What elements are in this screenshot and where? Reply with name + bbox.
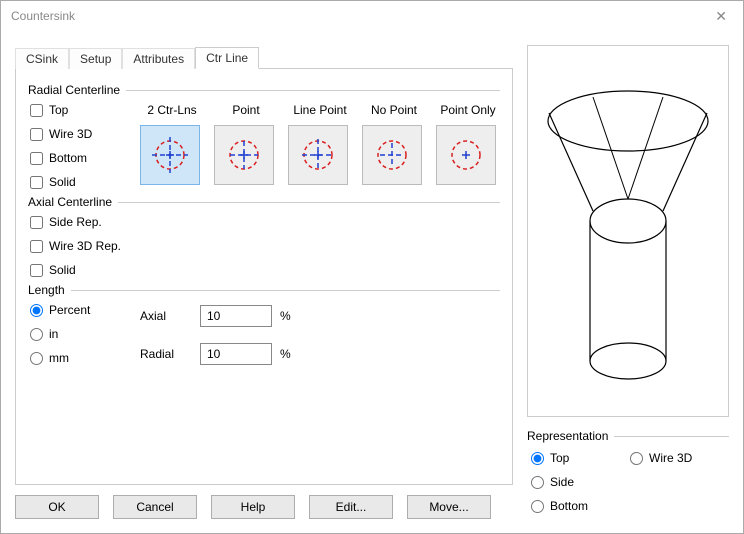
option-point[interactable]: Point bbox=[214, 103, 278, 185]
left-column: CSink Setup Attributes Ctr Line Radial C… bbox=[15, 45, 513, 519]
option-no-point[interactable]: No Point bbox=[362, 103, 426, 185]
radio-inch-label: in bbox=[49, 327, 58, 341]
option-point-only[interactable]: Point Only bbox=[436, 103, 500, 185]
tabstrip: CSink Setup Attributes Ctr Line bbox=[15, 45, 513, 69]
check-wire3d-rep-box[interactable] bbox=[30, 240, 43, 253]
radial-value-input[interactable] bbox=[200, 343, 272, 365]
check-side-rep-box[interactable] bbox=[30, 216, 43, 229]
tab-setup[interactable]: Setup bbox=[69, 48, 122, 69]
axial-value-input[interactable] bbox=[200, 305, 272, 327]
radio-mm[interactable]: mm bbox=[30, 351, 140, 365]
option-2-ctr-lns-label: 2 Ctr-Lns bbox=[140, 103, 204, 119]
option-no-point-label: No Point bbox=[362, 103, 426, 119]
option-line-point[interactable]: Line Point bbox=[288, 103, 352, 185]
axial-group-label: Axial Centerline bbox=[28, 195, 118, 209]
representation-group-label: Representation bbox=[527, 429, 614, 443]
option-2-ctr-lns[interactable]: 2 Ctr-Lns bbox=[140, 103, 204, 185]
radial-unit: % bbox=[280, 347, 291, 361]
group-representation: Representation Top Wire 3D bbox=[527, 425, 729, 513]
radio-percent[interactable]: Percent bbox=[30, 303, 140, 317]
radio-mm-input[interactable] bbox=[30, 352, 43, 365]
radio-rep-wire3d-label: Wire 3D bbox=[649, 451, 692, 465]
tabpage-ctr-line: Radial Centerline Top bbox=[15, 69, 513, 485]
group-radial-centerline: Radial Centerline Top bbox=[28, 83, 500, 189]
countersink-preview-icon bbox=[533, 61, 723, 401]
option-point-label: Point bbox=[214, 103, 278, 119]
tab-csink[interactable]: CSink bbox=[15, 48, 69, 69]
option-2-ctr-lns-icon bbox=[140, 125, 200, 185]
radio-rep-bottom-label: Bottom bbox=[550, 499, 588, 513]
check-solid-radial-label: Solid bbox=[49, 175, 76, 189]
check-top-box[interactable] bbox=[30, 104, 43, 117]
check-wire3d-rep-label: Wire 3D Rep. bbox=[49, 239, 121, 253]
radio-mm-label: mm bbox=[49, 351, 69, 365]
countersink-dialog: Countersink ✕ CSink Setup Attributes Ctr… bbox=[0, 0, 744, 534]
radio-inch[interactable]: in bbox=[30, 327, 140, 341]
radial-options: 2 Ctr-Lns bbox=[140, 103, 500, 185]
cancel-button[interactable]: Cancel bbox=[113, 495, 197, 519]
dialog-buttons: OK Cancel Help Edit... Move... bbox=[15, 495, 513, 519]
radio-rep-bottom[interactable]: Bottom bbox=[531, 499, 630, 513]
radio-rep-wire3d-input[interactable] bbox=[630, 452, 643, 465]
radio-rep-top[interactable]: Top bbox=[531, 451, 630, 465]
option-line-point-icon bbox=[288, 125, 348, 185]
radio-rep-side[interactable]: Side bbox=[531, 475, 630, 489]
axial-unit: % bbox=[280, 309, 291, 323]
check-solid-axial[interactable]: Solid bbox=[30, 263, 500, 277]
help-button[interactable]: Help bbox=[211, 495, 295, 519]
edit-button[interactable]: Edit... bbox=[309, 495, 393, 519]
check-bottom-label: Bottom bbox=[49, 151, 87, 165]
radio-rep-bottom-input[interactable] bbox=[531, 500, 544, 513]
check-wire3d-rep[interactable]: Wire 3D Rep. bbox=[30, 239, 500, 253]
check-wire3d-box[interactable] bbox=[30, 128, 43, 141]
check-solid-radial[interactable]: Solid bbox=[30, 175, 140, 189]
option-point-icon bbox=[214, 125, 274, 185]
option-point-only-icon bbox=[436, 125, 496, 185]
check-side-rep[interactable]: Side Rep. bbox=[30, 215, 500, 229]
radial-group-label: Radial Centerline bbox=[28, 83, 126, 97]
close-icon[interactable]: ✕ bbox=[709, 1, 733, 31]
group-length: Length Percent in bbox=[28, 283, 500, 381]
axial-label: Axial bbox=[140, 309, 200, 323]
radial-label: Radial bbox=[140, 347, 200, 361]
option-line-point-label: Line Point bbox=[288, 103, 352, 119]
check-wire3d-label: Wire 3D bbox=[49, 127, 92, 141]
check-bottom[interactable]: Bottom bbox=[30, 151, 140, 165]
group-axial-centerline: Axial Centerline Side Rep. bbox=[28, 195, 500, 277]
check-top[interactable]: Top bbox=[30, 103, 140, 117]
right-column: Representation Top Wire 3D bbox=[527, 45, 729, 519]
check-wire3d[interactable]: Wire 3D bbox=[30, 127, 140, 141]
check-solid-axial-box[interactable] bbox=[30, 264, 43, 277]
check-solid-axial-label: Solid bbox=[49, 263, 76, 277]
option-point-only-label: Point Only bbox=[436, 103, 500, 119]
client-area: CSink Setup Attributes Ctr Line Radial C… bbox=[1, 31, 743, 533]
check-solid-radial-box[interactable] bbox=[30, 176, 43, 189]
preview-pane bbox=[527, 45, 729, 417]
radio-rep-top-input[interactable] bbox=[531, 452, 544, 465]
radio-rep-side-label: Side bbox=[550, 475, 574, 489]
radial-checks: Top Wire 3D Bottom bbox=[30, 103, 140, 189]
radio-rep-top-label: Top bbox=[550, 451, 569, 465]
move-button[interactable]: Move... bbox=[407, 495, 491, 519]
radio-rep-side-input[interactable] bbox=[531, 476, 544, 489]
check-side-rep-label: Side Rep. bbox=[49, 215, 102, 229]
radio-percent-input[interactable] bbox=[30, 304, 43, 317]
window-title: Countersink bbox=[11, 1, 75, 31]
radio-percent-label: Percent bbox=[49, 303, 90, 317]
check-top-label: Top bbox=[49, 103, 68, 117]
radio-inch-input[interactable] bbox=[30, 328, 43, 341]
radio-rep-wire3d[interactable]: Wire 3D bbox=[630, 451, 729, 465]
tab-attributes[interactable]: Attributes bbox=[122, 48, 195, 69]
titlebar: Countersink ✕ bbox=[1, 1, 743, 31]
tab-ctr-line[interactable]: Ctr Line bbox=[195, 47, 259, 69]
check-bottom-box[interactable] bbox=[30, 152, 43, 165]
length-group-label: Length bbox=[28, 283, 71, 297]
ok-button[interactable]: OK bbox=[15, 495, 99, 519]
option-no-point-icon bbox=[362, 125, 422, 185]
length-fields: Axial % Radial % bbox=[140, 305, 291, 381]
